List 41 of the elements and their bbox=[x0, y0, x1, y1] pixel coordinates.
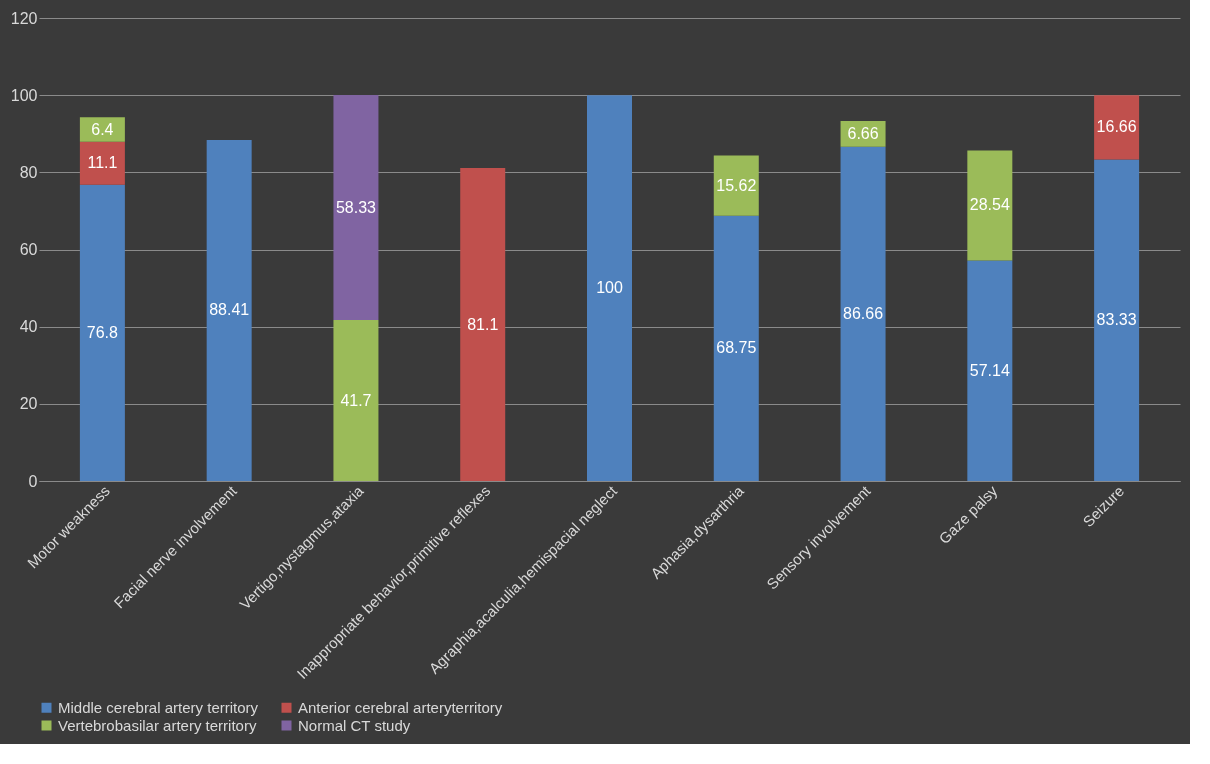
bar bbox=[967, 150, 1013, 261]
y-tick-label: 20 bbox=[19, 395, 38, 413]
data-label: 100 bbox=[596, 279, 623, 297]
data-label: 76.8 bbox=[86, 323, 119, 341]
y-tick-label: 60 bbox=[19, 241, 38, 258]
bar bbox=[333, 320, 379, 481]
bar bbox=[587, 95, 632, 481]
y-tick-label: 0 bbox=[28, 472, 38, 490]
bar bbox=[333, 95, 379, 321]
data-label: 88.41 bbox=[209, 301, 250, 319]
y-tick-label: 80 bbox=[19, 163, 38, 181]
legend-label: Normal CT study bbox=[298, 716, 411, 734]
data-label: 6.66 bbox=[847, 124, 879, 142]
bar bbox=[967, 260, 1013, 481]
data-label: 68.75 bbox=[716, 339, 757, 357]
bar bbox=[713, 215, 759, 481]
y-tick-label: 120 bbox=[10, 9, 38, 27]
bar bbox=[713, 155, 759, 216]
data-label: 57.14 bbox=[969, 361, 1010, 379]
data-label: 28.54 bbox=[969, 196, 1010, 214]
bar bbox=[1094, 95, 1140, 160]
bar bbox=[79, 141, 125, 185]
data-label: 41.7 bbox=[340, 391, 372, 409]
data-label: 81.1 bbox=[467, 315, 499, 333]
data-label: 16.66 bbox=[1096, 118, 1137, 136]
data-label: 15.62 bbox=[716, 176, 757, 194]
data-label: 11.1 bbox=[87, 154, 118, 172]
legend-label: Middle cerebral artery territory bbox=[58, 698, 259, 716]
bar bbox=[840, 146, 886, 481]
legend-label: Vertebrobasilar artery territory bbox=[58, 716, 257, 734]
legend-label: Anterior cerebral arteryterritory bbox=[298, 698, 503, 716]
y-tick-label: 100 bbox=[10, 86, 38, 104]
data-label: 6.4 bbox=[91, 120, 114, 138]
data-label: 58.33 bbox=[335, 198, 377, 216]
bar bbox=[1094, 159, 1140, 481]
bar bbox=[460, 168, 506, 481]
bar bbox=[206, 139, 252, 481]
y-tick-label: 40 bbox=[19, 318, 38, 336]
data-label: 83.33 bbox=[1096, 311, 1137, 329]
bar bbox=[79, 184, 125, 481]
data-label: 86.66 bbox=[843, 304, 884, 322]
